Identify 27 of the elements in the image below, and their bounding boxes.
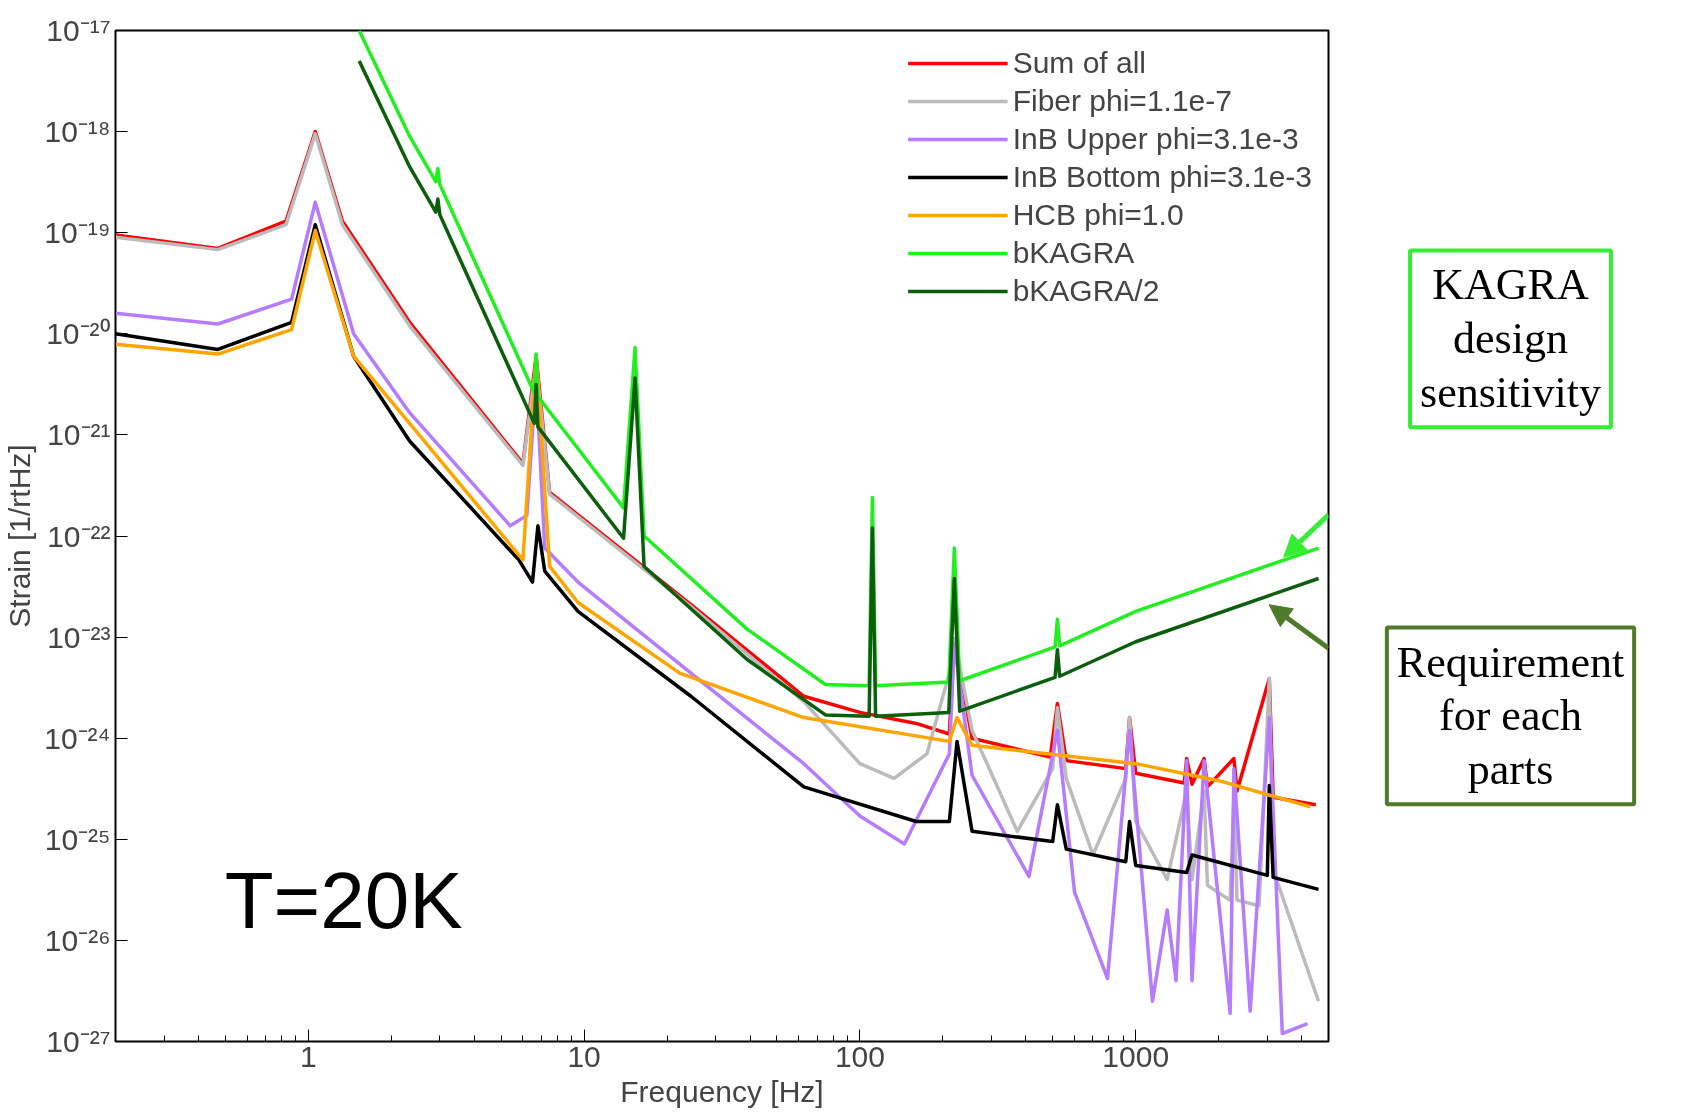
annotation: T=20K	[224, 856, 463, 946]
y-tick-label: 10⁻¹⁷	[46, 14, 111, 47]
y-tick-label: 10⁻²³	[47, 620, 111, 654]
y-tick-label: 10⁻¹⁸	[44, 115, 111, 149]
legend-label: InB Upper phi=3.1e-3	[1012, 122, 1299, 156]
legend-label: InB Bottom phi=3.1e-3	[1012, 160, 1312, 194]
y-tick-label: 10⁻²⁰	[46, 317, 111, 351]
y-tick-label: 10⁻²¹	[47, 418, 111, 452]
text: Requirement for each parts	[1396, 637, 1625, 795]
x-tick-label: 1000	[1102, 1039, 1170, 1073]
y-tick-label: 10⁻²⁶	[44, 923, 111, 957]
legend-label: bKAGRA/2	[1012, 274, 1160, 308]
x-tick-label: 1	[299, 1039, 317, 1073]
text: KAGRA design sensitivity	[1420, 260, 1601, 418]
y-tick-label: 10⁻²⁴	[44, 721, 111, 755]
legend-label: Fiber phi=1.1e-7	[1012, 84, 1232, 118]
legend-label: Sum of all	[1012, 46, 1147, 80]
x-tick-label: 100	[834, 1039, 885, 1073]
y-tick-label: 10⁻¹⁹	[44, 216, 111, 250]
x-tick-label: 10	[567, 1039, 601, 1073]
x-axis-title: Frequency [Hz]	[620, 1074, 824, 1108]
legend-label: HCB phi=1.0	[1012, 198, 1184, 232]
y-tick-label: 10⁻²⁷	[46, 1025, 111, 1058]
legend-label: bKAGRA	[1012, 236, 1135, 270]
y-axis-title: Strain [1/rtHz]	[3, 444, 37, 628]
y-tick-label: 10⁻²²	[47, 519, 111, 553]
y-tick-label: 10⁻²⁵	[44, 822, 111, 856]
